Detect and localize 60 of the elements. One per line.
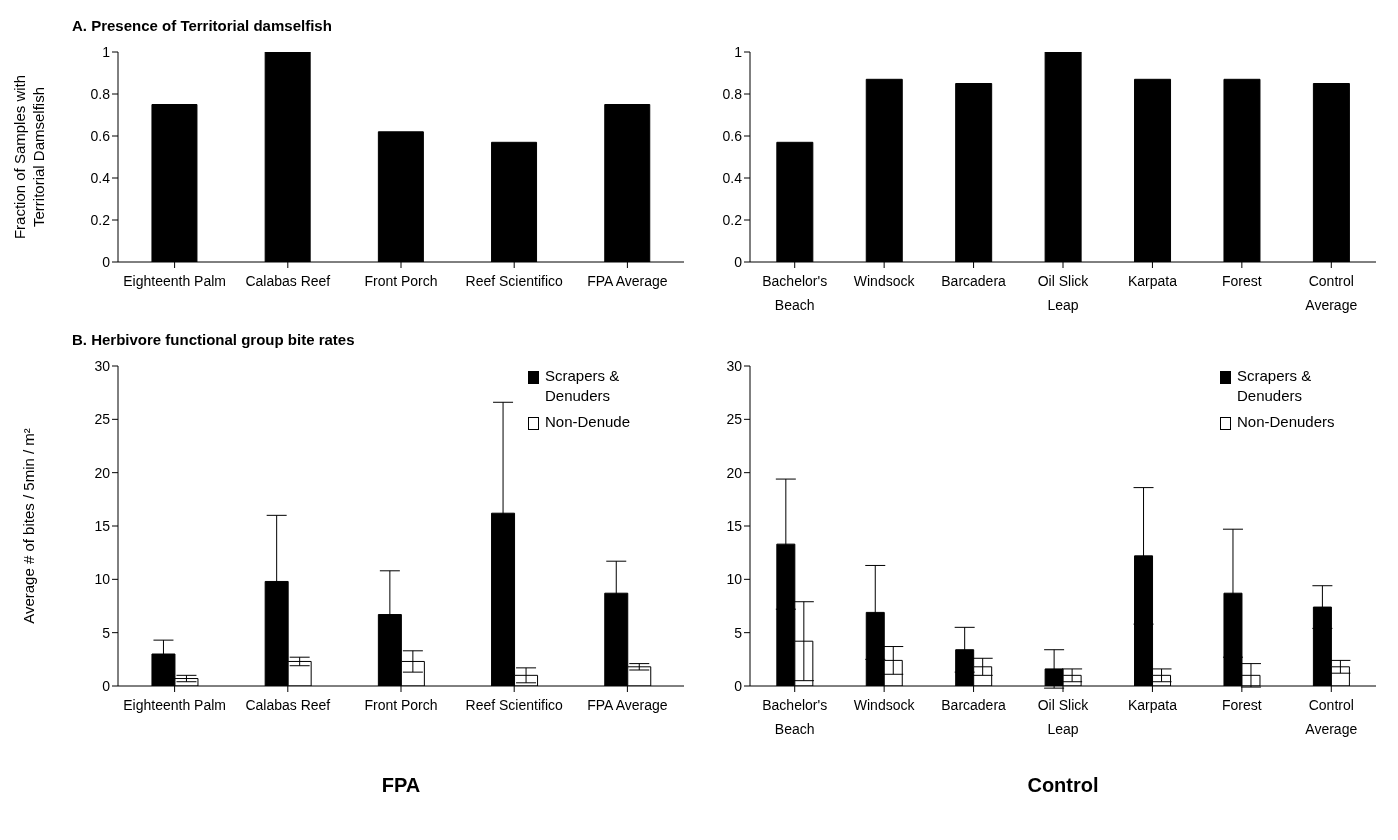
legend-label: Scrapers & Denuders xyxy=(1237,366,1313,406)
y-tick-label: 30 xyxy=(726,357,743,374)
y-tick-label: 0.6 xyxy=(90,127,111,144)
x-tick-label: Eighteenth Palm xyxy=(123,696,226,713)
y-tick-label: 0.4 xyxy=(722,169,743,186)
x-tick-label: Front Porch xyxy=(364,272,438,289)
x-axis-title: FPA xyxy=(381,774,421,796)
chart-title: A. Presence of Territorial damselfish xyxy=(72,16,332,34)
x-tick-label: Karpata xyxy=(1127,696,1178,713)
y-tick-label: 0 xyxy=(102,677,111,694)
x-tick-label: Bachelor's Beach xyxy=(762,272,828,313)
x-tick-label: Calabas Reef xyxy=(245,696,331,713)
y-tick-label: 25 xyxy=(94,411,111,428)
x-tick-label: Oil Slick Leap xyxy=(1037,696,1090,737)
y-tick-label: 0 xyxy=(102,253,111,270)
y-tick-label: 1 xyxy=(734,43,743,60)
x-tick-label: Barcadera xyxy=(941,696,1007,713)
y-tick-label: 20 xyxy=(94,464,111,481)
y-axis-title: Fraction of Samples with Territorial Damselfish xyxy=(11,74,47,240)
y-tick-label: 10 xyxy=(94,571,111,588)
y-tick-label: 30 xyxy=(94,357,111,374)
y-tick-label: 5 xyxy=(102,624,111,641)
x-tick-label: FPA Average xyxy=(587,696,668,713)
y-tick-label: 0.6 xyxy=(722,127,743,144)
y-tick-label: 25 xyxy=(726,411,743,428)
y-tick-label: 15 xyxy=(726,517,743,534)
x-tick-label: Reef Scientifico xyxy=(465,272,564,289)
y-tick-label: 0 xyxy=(734,677,743,694)
y-tick-label: 0.2 xyxy=(722,211,743,228)
y-axis-title: Average # of bites / 5min / m² xyxy=(20,428,37,624)
x-tick-label: Forest xyxy=(1222,696,1262,713)
x-tick-label: Eighteenth Palm xyxy=(123,272,226,289)
chart-title: B. Herbivore functional group bite rates xyxy=(72,330,355,348)
x-tick-label: Control Average xyxy=(1305,272,1358,313)
x-tick-label: FPA Average xyxy=(587,272,668,289)
y-tick-label: 10 xyxy=(726,571,743,588)
x-tick-label: Calabas Reef xyxy=(245,272,331,289)
x-tick-label: Karpata xyxy=(1127,272,1178,289)
legend-label: Non-Denude xyxy=(545,412,631,432)
x-tick-label: Barcadera xyxy=(941,272,1007,289)
x-axis-title: Control xyxy=(1027,774,1099,796)
y-tick-label: 15 xyxy=(94,517,111,534)
x-tick-label: Oil Slick Leap xyxy=(1037,272,1090,313)
x-tick-label: Windsock xyxy=(853,272,916,289)
x-tick-label: Control Average xyxy=(1305,696,1358,737)
legend-label: Non-Denuders xyxy=(1237,412,1335,432)
y-tick-label: 0.8 xyxy=(722,85,743,102)
y-tick-label: 0.2 xyxy=(90,211,111,228)
y-tick-label: 5 xyxy=(734,624,743,641)
y-tick-label: 0.8 xyxy=(90,85,111,102)
x-tick-label: Forest xyxy=(1222,272,1262,289)
x-tick-label: Reef Scientifico xyxy=(465,696,564,713)
y-tick-label: 0.4 xyxy=(90,169,111,186)
y-tick-label: 0 xyxy=(734,253,743,270)
y-tick-label: 20 xyxy=(726,464,743,481)
x-tick-label: Bachelor's Beach xyxy=(762,696,828,737)
y-tick-label: 1 xyxy=(102,43,111,60)
legend-label: Scrapers & Denuders xyxy=(545,366,621,406)
x-tick-label: Windsock xyxy=(853,696,916,713)
x-tick-label: Front Porch xyxy=(364,696,438,713)
